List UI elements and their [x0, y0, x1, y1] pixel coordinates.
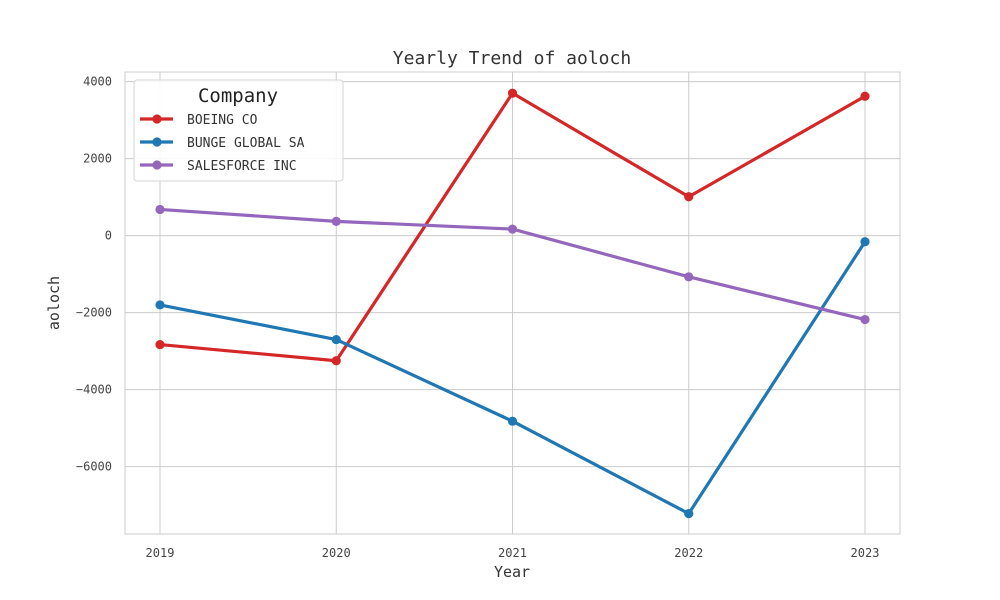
data-point [331, 356, 341, 366]
legend-label: SALESFORCE INC [187, 159, 297, 174]
data-point [860, 237, 870, 247]
data-point [860, 91, 870, 101]
data-point [155, 339, 165, 350]
data-point [684, 192, 694, 202]
y-tick-label: 2000 [83, 152, 112, 166]
x-tick-label: 2022 [674, 546, 703, 560]
plot-frame [124, 71, 901, 535]
data-point [507, 224, 518, 234]
legend-swatch-marker [152, 160, 162, 170]
data-point [331, 334, 341, 345]
x-tick-label: 2021 [498, 546, 527, 560]
x-axis-label: Year [494, 563, 530, 581]
data-point [507, 416, 518, 426]
x-axis-ticks: 2019 2020 2021 2022 2023 [146, 546, 880, 560]
x-tick-label: 2023 [851, 546, 880, 560]
y-axis-label: aoloch [45, 276, 63, 330]
series-layer [155, 88, 870, 519]
data-point [331, 216, 341, 226]
legend-swatch-marker [152, 137, 162, 147]
legend-item: BOEING CO [140, 113, 258, 128]
legend-box [133, 79, 344, 182]
y-axis-ticks: 4000 2000 0 −2000 −4000 −6000 [76, 75, 112, 474]
legend-item: BUNGE GLOBAL SA [140, 136, 305, 151]
legend-item: SALESFORCE INC [140, 159, 297, 174]
chart-title: Yearly Trend of aoloch [393, 48, 631, 69]
legend-swatch-marker [152, 114, 162, 124]
data-point [507, 88, 518, 98]
x-tick-label: 2020 [322, 546, 351, 560]
series-bunge-global-sa [155, 237, 870, 519]
y-tick-label: −4000 [76, 383, 112, 397]
series-boeing-co [155, 88, 870, 366]
series-salesforce-inc [155, 204, 870, 325]
data-point [155, 204, 165, 215]
y-tick-label: 4000 [83, 75, 112, 89]
data-point [684, 272, 694, 282]
legend-title: Company [198, 85, 278, 107]
data-point [860, 314, 870, 325]
legend-label: BUNGE GLOBAL SA [187, 136, 305, 151]
y-tick-label: −6000 [76, 460, 112, 474]
y-tick-label: 0 [105, 229, 112, 243]
y-tick-label: −2000 [76, 306, 112, 320]
legend-items: BOEING CO BUNGE GLOBAL SA SALESFORCE INC [140, 113, 305, 174]
legend: Company BOEING CO BUNGE GLOBAL SA SALESFOR… [133, 79, 344, 182]
data-point [684, 508, 694, 519]
legend-label: BOEING CO [187, 113, 258, 128]
x-tick-label: 2019 [146, 546, 175, 560]
data-point [155, 300, 165, 310]
